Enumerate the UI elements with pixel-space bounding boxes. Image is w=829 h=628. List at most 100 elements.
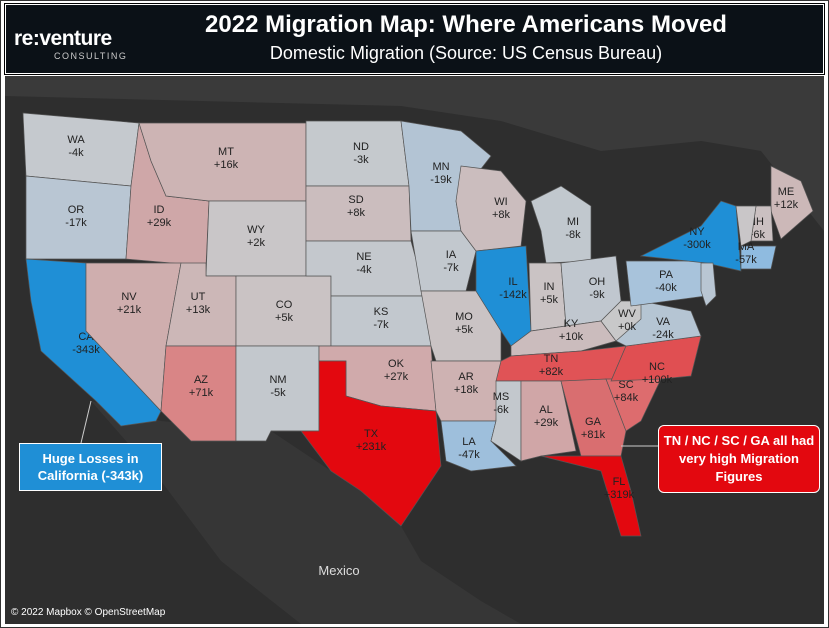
state: MA-57k — [735, 241, 777, 270]
state: GA+81k — [560, 378, 627, 457]
state-shape — [700, 262, 717, 307]
state: KS-7k — [330, 295, 432, 347]
state: AL+29k — [520, 380, 577, 462]
state-code: PA — [659, 269, 674, 281]
map-label: Mexico — [318, 563, 359, 578]
state-code: WI — [494, 196, 507, 208]
state: CO+5k — [235, 275, 332, 347]
state-code: NE — [356, 251, 371, 263]
states: WA-4kOR-17kCA-343kID+29kMT+16kWY+2kNV+21… — [22, 112, 814, 537]
state: TX+231k — [271, 360, 442, 527]
state-value: +84k — [614, 392, 639, 404]
state-value: -343k — [72, 344, 100, 356]
state-value: +81k — [581, 429, 606, 441]
state-shape — [271, 360, 442, 527]
state-value: +12k — [774, 199, 799, 211]
annotation-box: Huge Losses in California (-343k) — [19, 443, 162, 491]
state-value: -7k — [443, 262, 459, 274]
state-value: +29k — [534, 417, 559, 429]
annotation-box: TN / NC / SC / GA all had very high Migr… — [658, 425, 820, 493]
state: IL-142k — [475, 245, 532, 347]
state-shape — [560, 378, 627, 457]
state-shape — [600, 300, 642, 342]
state-shape — [410, 230, 477, 292]
state-code: WY — [247, 224, 265, 236]
state-value: -8k — [565, 229, 581, 241]
state: NM-5k — [235, 345, 320, 442]
state-value: -142k — [499, 289, 527, 301]
state-code: WV — [618, 308, 636, 320]
canada — [5, 76, 824, 231]
state-shape — [740, 245, 777, 270]
state: NE-4k — [305, 240, 427, 297]
state-code: TN — [544, 353, 559, 365]
state: LA-47k — [440, 420, 517, 472]
state: MI-8k — [530, 185, 592, 264]
state-value: -5k — [270, 387, 286, 399]
state-code: SD — [348, 194, 363, 206]
state: MO+5k — [420, 290, 502, 362]
state-value: +5k — [540, 294, 559, 306]
state: WA-4k — [22, 112, 140, 187]
state-code: FL — [613, 476, 626, 488]
state-value: +5k — [275, 312, 294, 324]
state-value: +71k — [189, 387, 214, 399]
state-value: -40k — [655, 282, 677, 294]
state-value: -57k — [735, 254, 757, 266]
state-code: AZ — [194, 374, 208, 386]
state-value: -4k — [68, 147, 84, 159]
state: SC+84k — [605, 378, 662, 432]
state: NV+21k — [85, 262, 182, 412]
state-shape — [735, 205, 757, 247]
state-value: +27k — [384, 371, 409, 383]
state-code: NC — [649, 361, 665, 373]
state: OH-9k — [560, 255, 622, 327]
state-code: KS — [374, 306, 389, 318]
state: OK+27k — [318, 345, 437, 412]
state-value: +10k — [559, 331, 584, 343]
state-code: NM — [269, 374, 286, 386]
state-shape — [235, 275, 332, 347]
state: IA-7k — [410, 230, 477, 292]
state-code: MO — [455, 311, 473, 323]
state-shape — [770, 165, 814, 240]
state-value: +21k — [117, 304, 142, 316]
state-code: KY — [564, 318, 579, 330]
state: OR-17k — [25, 175, 132, 260]
state-code: ND — [353, 141, 369, 153]
state-code: CO — [276, 299, 293, 311]
state-code: GA — [585, 416, 602, 428]
state: CA-343k — [25, 258, 162, 427]
attribution: © 2022 Mapbox © OpenStreetMap — [11, 607, 166, 618]
state-value: +0k — [618, 321, 637, 333]
state-value: -17k — [65, 217, 87, 229]
state-code: NY — [689, 226, 705, 238]
mexico-land — [91, 401, 521, 624]
state-code: SC — [618, 379, 633, 391]
state-code: TX — [364, 428, 379, 440]
state: MT+16k — [138, 122, 307, 202]
state-shape — [520, 380, 577, 462]
state-value: +82k — [539, 366, 564, 378]
logo: re:venture — [14, 27, 112, 50]
state-shape — [610, 335, 702, 382]
state-value: +29k — [147, 217, 172, 229]
state-code: MN — [432, 161, 449, 173]
state-code: WA — [67, 134, 85, 146]
state-value: -300k — [683, 239, 711, 251]
state: ND-3k — [305, 120, 410, 187]
state-value: -24k — [652, 329, 674, 341]
state-value: +18k — [454, 384, 479, 396]
state-code: OH — [589, 276, 606, 288]
state: IN+5k — [528, 262, 567, 332]
state-value: -19k — [430, 174, 452, 186]
state: AZ+71k — [160, 345, 237, 442]
state-value: -3k — [353, 154, 369, 166]
state-code: NV — [121, 291, 137, 303]
state: ME+12k — [770, 165, 814, 240]
state-code: MT — [218, 146, 234, 158]
state-value: -6k — [493, 404, 509, 416]
state-code: AR — [458, 371, 473, 383]
state-shape — [160, 345, 237, 442]
